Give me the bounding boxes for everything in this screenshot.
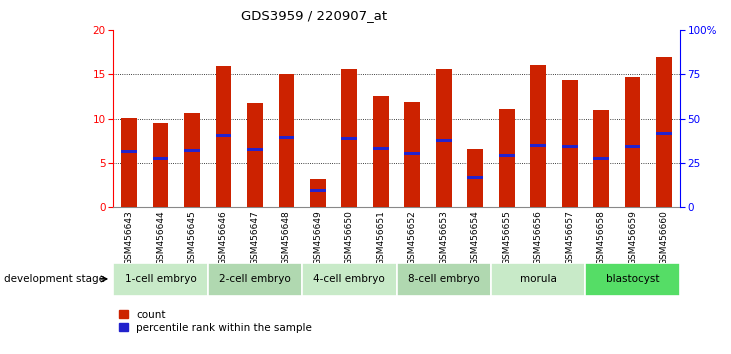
Text: GSM456659: GSM456659 <box>628 210 637 265</box>
Bar <box>121 150 137 153</box>
Text: blastocyst: blastocyst <box>606 274 659 284</box>
Bar <box>247 148 263 151</box>
Bar <box>499 154 515 157</box>
Bar <box>184 149 200 152</box>
Text: GSM456648: GSM456648 <box>282 210 291 265</box>
Text: GSM456643: GSM456643 <box>124 210 134 265</box>
Text: morula: morula <box>520 274 556 284</box>
Text: GSM456647: GSM456647 <box>251 210 260 265</box>
Text: GSM456655: GSM456655 <box>502 210 511 265</box>
Bar <box>499 109 515 207</box>
Text: GSM456657: GSM456657 <box>565 210 574 265</box>
Bar <box>436 69 452 207</box>
Bar <box>310 179 326 207</box>
Bar <box>153 157 168 160</box>
Bar <box>467 176 483 179</box>
Bar <box>562 145 577 148</box>
Bar <box>279 136 295 139</box>
Bar <box>594 110 609 207</box>
Bar <box>121 118 137 207</box>
Bar <box>216 134 231 137</box>
Bar <box>279 74 295 207</box>
Text: GSM456646: GSM456646 <box>219 210 228 265</box>
Bar <box>373 96 389 207</box>
Bar <box>373 147 389 150</box>
Text: GDS3959 / 220907_at: GDS3959 / 220907_at <box>241 9 387 22</box>
Bar <box>594 157 609 160</box>
Text: GSM456652: GSM456652 <box>408 210 417 265</box>
Bar <box>625 145 640 148</box>
Bar <box>247 103 263 207</box>
Text: GSM456656: GSM456656 <box>534 210 542 265</box>
Bar <box>586 263 680 296</box>
Bar <box>404 102 420 207</box>
Text: GSM456654: GSM456654 <box>471 210 480 265</box>
Bar <box>341 137 357 139</box>
Bar <box>562 80 577 207</box>
Bar <box>396 263 491 296</box>
Text: 1-cell embryo: 1-cell embryo <box>125 274 197 284</box>
Bar <box>467 149 483 207</box>
Bar <box>113 263 208 296</box>
Text: development stage: development stage <box>4 274 105 284</box>
Text: GSM456650: GSM456650 <box>345 210 354 265</box>
Bar <box>310 189 326 192</box>
Bar <box>656 132 672 135</box>
Text: GSM456660: GSM456660 <box>659 210 669 265</box>
Bar <box>208 263 302 296</box>
Text: GSM456658: GSM456658 <box>596 210 606 265</box>
Text: GSM456644: GSM456644 <box>156 210 165 265</box>
Bar <box>530 144 546 147</box>
Text: GSM456649: GSM456649 <box>314 210 322 265</box>
Text: 4-cell embryo: 4-cell embryo <box>314 274 385 284</box>
Bar <box>404 152 420 155</box>
Text: GSM456651: GSM456651 <box>376 210 385 265</box>
Bar <box>153 123 168 207</box>
Text: 2-cell embryo: 2-cell embryo <box>219 274 291 284</box>
Bar <box>625 77 640 207</box>
Bar <box>341 69 357 207</box>
Bar <box>530 64 546 207</box>
Bar <box>184 113 200 207</box>
Bar <box>491 263 586 296</box>
Text: 8-cell embryo: 8-cell embryo <box>408 274 480 284</box>
Text: GSM456653: GSM456653 <box>439 210 448 265</box>
Bar <box>436 139 452 142</box>
Text: GSM456645: GSM456645 <box>187 210 197 265</box>
Bar <box>216 67 231 207</box>
Bar <box>302 263 396 296</box>
Legend: count, percentile rank within the sample: count, percentile rank within the sample <box>118 310 312 333</box>
Bar <box>656 57 672 207</box>
